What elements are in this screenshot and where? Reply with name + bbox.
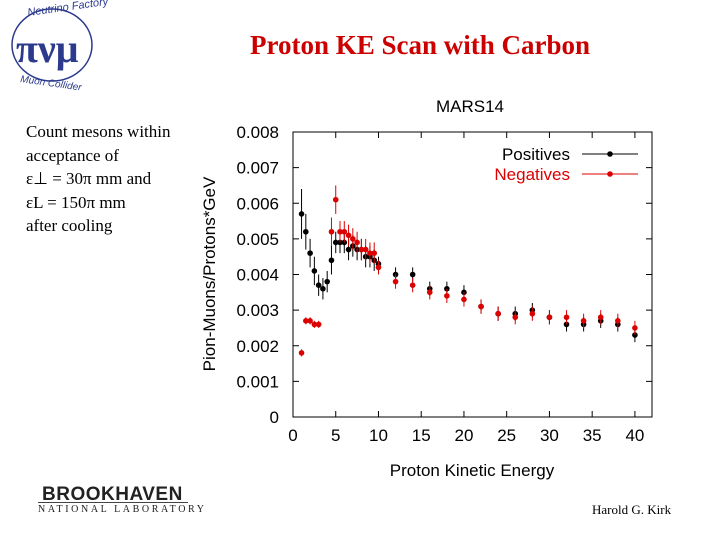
logo-top-text: Neutrino Factory xyxy=(27,0,110,19)
chart-title: MARS14 xyxy=(436,97,504,116)
legend-label: Negatives xyxy=(494,165,570,184)
notes-line: after cooling xyxy=(26,214,171,238)
data-point-negatives xyxy=(632,325,638,331)
plot-frame xyxy=(293,132,652,417)
x-tick-label: 30 xyxy=(540,426,559,445)
notes-line: Count mesons within xyxy=(26,120,171,144)
data-point-positives xyxy=(312,268,318,274)
x-tick-label: 15 xyxy=(412,426,431,445)
y-tick-label: 0.004 xyxy=(236,266,279,285)
data-point-negatives xyxy=(410,282,416,288)
y-tick-label: 0.007 xyxy=(236,159,279,178)
y-tick-label: 0.003 xyxy=(236,301,279,320)
y-tick-label: 0.002 xyxy=(236,337,279,356)
bnl-logo-rule xyxy=(38,502,188,503)
data-point-positives xyxy=(329,257,335,263)
data-point-negatives xyxy=(581,318,587,324)
data-point-negatives xyxy=(316,322,322,328)
data-point-negatives xyxy=(393,279,399,285)
x-tick-label: 5 xyxy=(331,426,340,445)
data-point-negatives xyxy=(427,290,433,296)
data-point-negatives xyxy=(530,311,536,317)
data-point-negatives xyxy=(478,304,484,310)
y-tick-label: 0.006 xyxy=(236,194,279,213)
data-point-negatives xyxy=(371,250,377,256)
data-point-positives xyxy=(324,279,330,285)
data-point-positives xyxy=(410,272,416,278)
y-axis-label: Pion-Muons/Protons*GeV xyxy=(200,176,219,371)
data-point-positives xyxy=(299,211,305,217)
data-point-positives xyxy=(303,229,309,235)
x-tick-label: 0 xyxy=(288,426,297,445)
legend-marker xyxy=(607,151,613,157)
notes-line: acceptance of xyxy=(26,144,171,168)
legend-marker xyxy=(607,171,613,177)
notes-block: Count mesons within acceptance of ε⊥ = 3… xyxy=(26,120,171,238)
data-point-negatives xyxy=(495,311,501,317)
notes-line: εL = 150π mm xyxy=(26,191,171,215)
data-point-negatives xyxy=(615,318,621,324)
data-point-negatives xyxy=(307,318,313,324)
x-tick-label: 10 xyxy=(369,426,388,445)
data-point-negatives xyxy=(299,350,305,356)
y-tick-label: 0.001 xyxy=(236,372,279,391)
legend-label: Positives xyxy=(502,145,570,164)
data-point-negatives xyxy=(350,236,356,242)
notes-line: ε⊥ = 30π mm and xyxy=(26,167,171,191)
slide-title: Proton KE Scan with Carbon xyxy=(150,30,690,61)
x-tick-label: 20 xyxy=(454,426,473,445)
nf-mc-logo: Neutrino Factory πνμ Muon Collider xyxy=(0,0,110,90)
chart: MARS14 Proton Kinetic Energy Pion-Muons/… xyxy=(190,88,670,488)
data-point-negatives xyxy=(329,229,335,235)
axis-ticks: 0 5 10 15 20 25 30 35 40 0 0.001 0.002 0.003 0.004 0.0… xyxy=(236,123,652,445)
logo-bottom-text: Muon Collider xyxy=(20,74,83,90)
logo-symbols: πνμ xyxy=(16,26,79,71)
x-tick-label: 35 xyxy=(583,426,602,445)
y-tick-label: 0 xyxy=(270,408,279,427)
data-point-negatives xyxy=(564,314,570,320)
x-tick-label: 40 xyxy=(625,426,644,445)
data-point-positives xyxy=(320,286,326,292)
author: Harold G. Kirk xyxy=(592,502,671,518)
data-point-positives xyxy=(316,282,322,288)
data-point-negatives xyxy=(354,240,360,246)
data-point-negatives xyxy=(346,233,352,239)
data-point-negatives xyxy=(363,247,369,253)
data-point-negatives xyxy=(376,265,382,271)
data-point-negatives xyxy=(598,314,604,320)
data-point-negatives xyxy=(461,297,467,303)
data-point-positives xyxy=(307,250,313,256)
y-tick-label: 0.005 xyxy=(236,230,279,249)
y-tick-label: 0.008 xyxy=(236,123,279,142)
x-axis-label: Proton Kinetic Energy xyxy=(390,461,555,480)
data-point-positives xyxy=(346,247,352,253)
data-point-negatives xyxy=(547,314,553,320)
data-point-negatives xyxy=(333,197,339,203)
data-point-negatives xyxy=(512,314,518,320)
data-point-negatives xyxy=(444,293,450,299)
x-tick-label: 25 xyxy=(497,426,516,445)
bnl-logo-sub: NATIONAL LABORATORY xyxy=(38,504,207,515)
data-point-negatives xyxy=(341,229,347,235)
data-points xyxy=(299,185,638,356)
